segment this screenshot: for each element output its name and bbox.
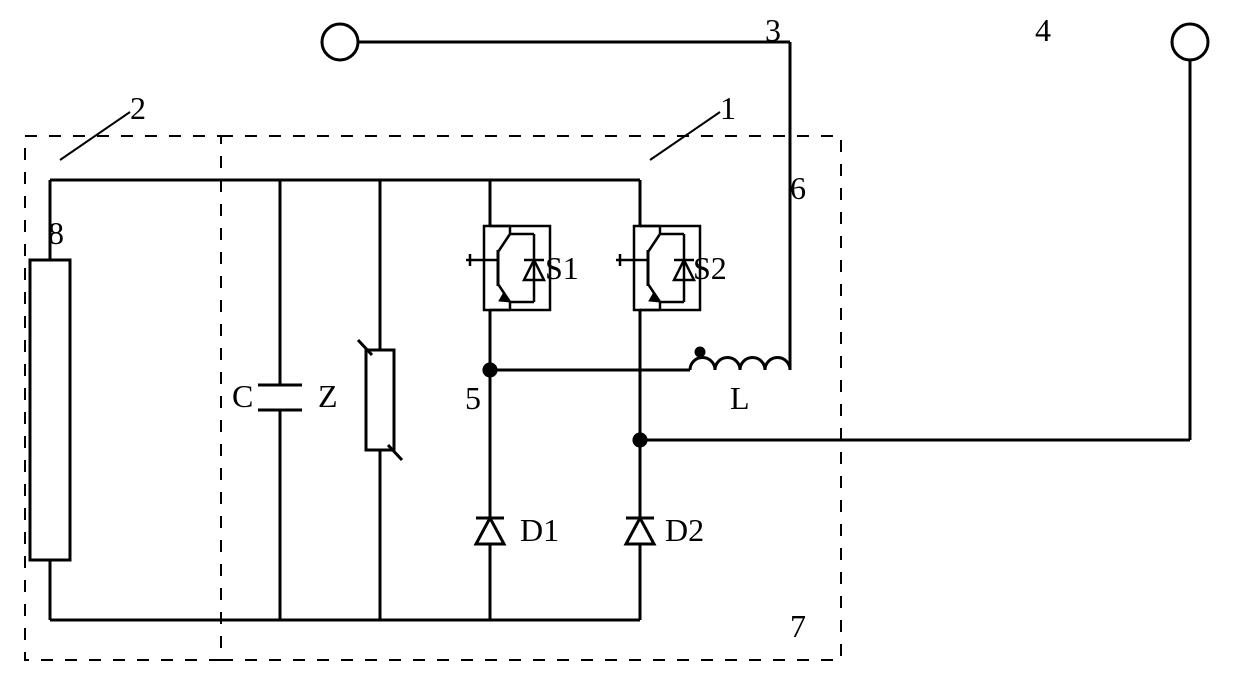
label-Z: Z — [318, 378, 338, 415]
label-D2: D2 — [665, 512, 704, 549]
label-6: 6 — [790, 170, 806, 207]
circuit-diagram — [0, 0, 1240, 678]
label-5: 5 — [465, 380, 481, 417]
label-1: 1 — [720, 90, 736, 127]
label-S2: S2 — [693, 250, 727, 287]
label-4: 4 — [1035, 12, 1051, 49]
label-S1: S1 — [545, 250, 579, 287]
label-2: 2 — [130, 90, 146, 127]
label-7: 7 — [790, 608, 806, 645]
label-3: 3 — [765, 12, 781, 49]
label-8: 8 — [48, 215, 64, 252]
label-D1: D1 — [520, 512, 559, 549]
label-C: C — [232, 378, 253, 415]
label-L: L — [730, 380, 750, 417]
